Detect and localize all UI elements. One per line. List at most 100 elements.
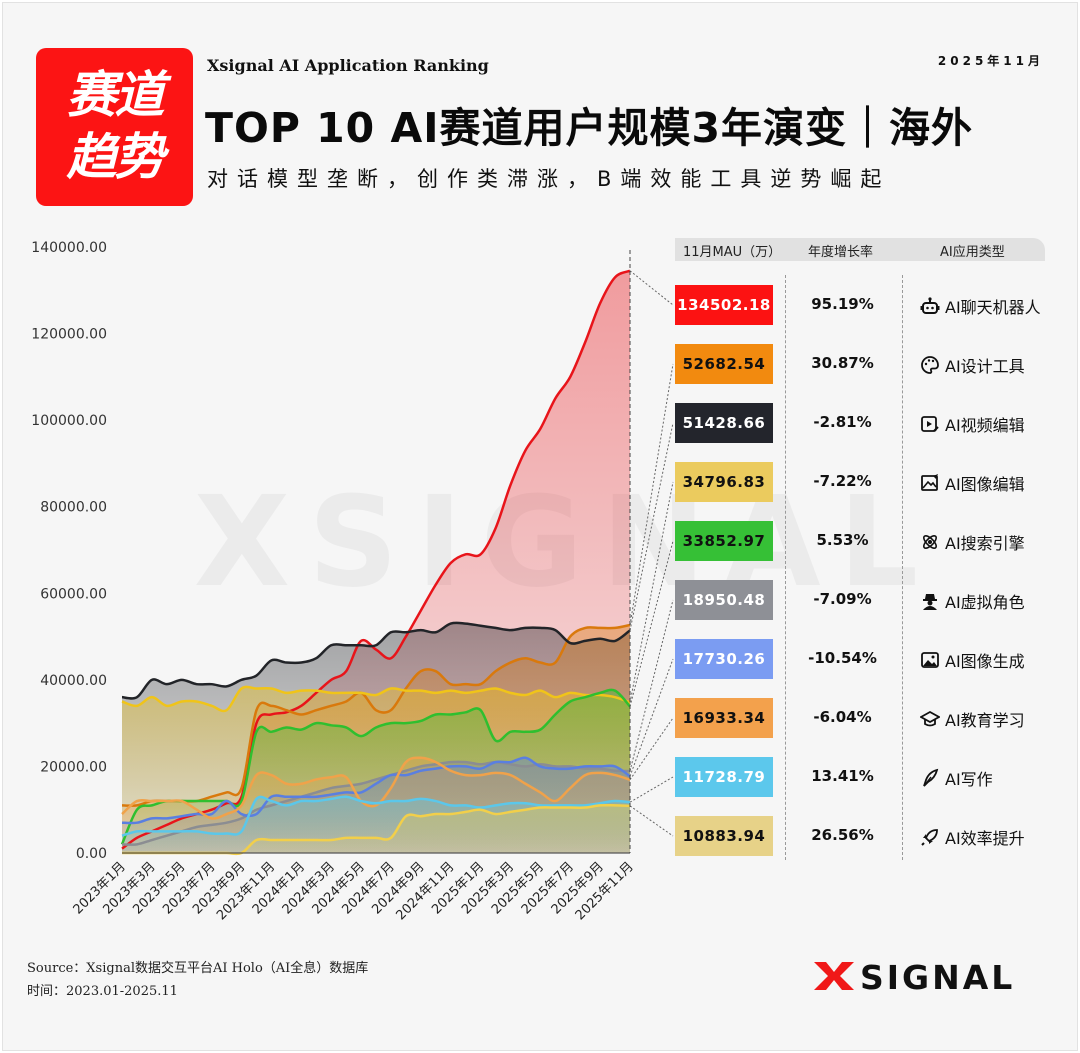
time-range: 时间：2023.01-2025.11 (27, 984, 178, 999)
english-title: Xsignal AI Application Ranking (207, 56, 489, 75)
mau-value: 134502.18 (675, 285, 773, 325)
source-note: Source：Xsignal数据交互平台AI Holo（AI全息）数据库 (27, 961, 369, 976)
table-row: 10883.94 26.56% AI效率提升 (675, 816, 1055, 856)
app-type-label: AI图像编辑 (945, 475, 1025, 494)
col-type: AI应用类型 (940, 245, 1005, 260)
table-row: 134502.18 95.19% AI聊天机器人 (675, 285, 1055, 325)
app-type: AI设计工具 (920, 353, 1025, 377)
y-tick-label: 120000.00 (31, 327, 107, 343)
mau-value: 34796.83 (675, 462, 773, 502)
growth-rate: -10.54% (808, 649, 877, 667)
rocket-icon (921, 829, 938, 846)
connector-line (629, 540, 674, 707)
search-engine-icon (923, 535, 937, 549)
video-icon (921, 416, 939, 432)
table-header: 11月MAU（万） 年度增长率 AI应用类型 (675, 238, 1045, 261)
connector-line (629, 481, 674, 703)
app-type-label: AI聊天机器人 (945, 298, 1041, 317)
app-type-label: AI教育学习 (945, 711, 1025, 730)
growth-rate: 30.87% (811, 354, 874, 372)
badge-line2: 趋势 (66, 128, 165, 186)
app-type: AI聊天机器人 (920, 294, 1041, 318)
series-line-7 (121, 756, 631, 820)
y-tick-label: 100000.00 (31, 413, 107, 429)
app-type: AI效率提升 (920, 825, 1025, 849)
page-subtitle: 对话模型垄断，创作类滞涨，B端效能工具逆势崛起 (207, 167, 891, 191)
page-title: TOP 10 AI赛道用户规模3年演变｜海外 (205, 104, 973, 152)
app-type: AI视频编辑 (920, 412, 1025, 436)
character-icon (923, 594, 937, 610)
growth-rate: -7.09% (813, 590, 872, 608)
col-mau: 11月MAU（万） (683, 245, 782, 260)
table-row: 34796.83 -7.22% AI图像编辑 (675, 462, 1055, 502)
series-line-2 (121, 621, 631, 700)
growth-rate: -6.04% (813, 708, 872, 726)
app-type: AI图像生成 (920, 648, 1025, 672)
series-line-8 (121, 795, 631, 837)
y-tick-label: 0.00 (76, 846, 107, 862)
app-type-label: AI图像生成 (945, 652, 1025, 671)
app-type: AI搜索引擎 (920, 530, 1025, 554)
image-icon (921, 652, 939, 668)
pen-icon (923, 768, 939, 787)
connector-line (629, 776, 674, 803)
table-row: 33852.97 5.53% AI搜索引擎 (675, 521, 1055, 561)
series-line-5 (121, 760, 631, 846)
robot-icon (920, 297, 940, 314)
connector-line (629, 717, 674, 780)
series-line-4 (120, 688, 631, 845)
mau-value: 52682.54 (675, 344, 773, 384)
connector-line (629, 363, 674, 626)
col-growth: 年度增长率 (808, 245, 874, 260)
growth-rate: 95.19% (811, 295, 874, 313)
column-divider (902, 275, 903, 860)
mau-value: 51428.66 (675, 403, 773, 443)
mau-value: 17730.26 (675, 639, 773, 679)
connector-line (629, 599, 674, 772)
table-row: 16933.34 -6.04% AI教育学习 (675, 698, 1055, 738)
graduation-cap-icon (920, 710, 940, 727)
app-type: AI写作 (920, 766, 993, 790)
connector-line (629, 805, 674, 837)
y-tick-label: 80000.00 (40, 500, 107, 516)
column-divider (785, 275, 786, 860)
growth-rate: -2.81% (813, 413, 872, 431)
growth-rate: 13.41% (811, 767, 874, 785)
badge-line1: 赛道 (66, 66, 165, 124)
y-tick-label: 60000.00 (40, 586, 107, 602)
logo-text: SIGNAL (860, 958, 1015, 996)
connector-line (629, 658, 674, 777)
table-row: 17730.26 -10.54% AI图像生成 (675, 639, 1055, 679)
series-line-3 (121, 685, 631, 713)
growth-rate: 26.56% (811, 826, 874, 844)
connector-line (629, 270, 674, 306)
report-date: 2025年11月 (937, 54, 1044, 68)
app-type-label: AI设计工具 (945, 357, 1025, 376)
app-type-label: AI视频编辑 (945, 416, 1025, 435)
app-type-label: AI虚拟角色 (945, 593, 1025, 612)
table-row: 52682.54 30.87% AI设计工具 (675, 344, 1055, 384)
series-area (122, 805, 630, 854)
mau-value: 10883.94 (675, 816, 773, 856)
app-type: AI教育学习 (920, 707, 1025, 731)
connector-line (629, 422, 674, 631)
app-type-label: AI写作 (945, 770, 993, 789)
mau-value: 11728.79 (675, 757, 773, 797)
palette-icon (921, 356, 939, 374)
table-row: 18950.48 -7.09% AI虚拟角色 (675, 580, 1055, 620)
app-type: AI虚拟角色 (920, 589, 1025, 613)
trend-badge: 赛道 趋势 (36, 48, 193, 206)
series-line-1 (121, 623, 631, 807)
series-line-0 (121, 269, 631, 850)
growth-rate: 5.53% (816, 531, 869, 549)
table-row: 11728.79 13.41% AI写作 (675, 757, 1055, 797)
image-edit-icon (921, 474, 938, 491)
mau-value: 18950.48 (675, 580, 773, 620)
growth-rate: -7.22% (813, 472, 872, 490)
app-type-label: AI效率提升 (945, 829, 1025, 848)
series-line-6 (121, 756, 631, 825)
app-type: AI图像编辑 (920, 471, 1025, 495)
table-row: 51428.66 -2.81% AI视频编辑 (675, 403, 1055, 443)
logo-x-icon (814, 962, 854, 990)
